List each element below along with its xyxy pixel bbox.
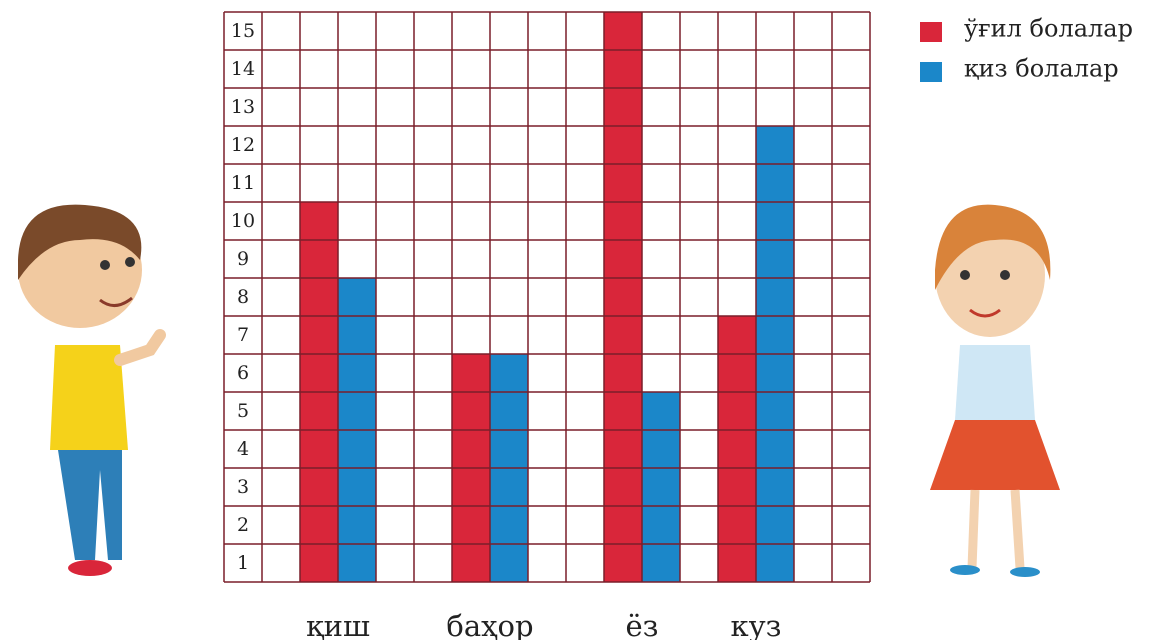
y-tick-label: 6 <box>237 362 249 384</box>
y-tick-label: 12 <box>231 134 255 156</box>
y-tick-label: 2 <box>237 514 249 536</box>
y-tick-label: 4 <box>237 438 249 460</box>
y-tick-label: 9 <box>237 248 249 270</box>
girl-illustration <box>930 204 1060 577</box>
y-tick-label: 1 <box>237 552 249 574</box>
legend-swatch <box>920 22 942 42</box>
bar <box>642 392 680 582</box>
y-tick-label: 8 <box>237 286 249 308</box>
y-tick-label: 15 <box>231 20 255 42</box>
x-tick-label: ёз <box>626 609 659 640</box>
bar <box>718 316 756 582</box>
legend-label: қиз болалар <box>964 55 1119 83</box>
legend-label: ўғил болалар <box>964 15 1133 43</box>
y-tick-label: 13 <box>231 96 255 118</box>
y-tick-label: 14 <box>231 58 255 80</box>
y-tick-label: 5 <box>237 400 249 422</box>
y-tick-label: 10 <box>231 210 255 232</box>
x-tick-label: баҳор <box>446 609 533 640</box>
y-tick-label: 11 <box>231 172 255 194</box>
bar <box>604 12 642 582</box>
legend-swatch <box>920 62 942 82</box>
x-tick-label: қиш <box>306 609 370 640</box>
y-tick-label: 7 <box>237 324 249 346</box>
x-tick-label: куз <box>730 609 781 640</box>
boy-illustration <box>18 204 166 576</box>
y-tick-label: 3 <box>237 476 249 498</box>
